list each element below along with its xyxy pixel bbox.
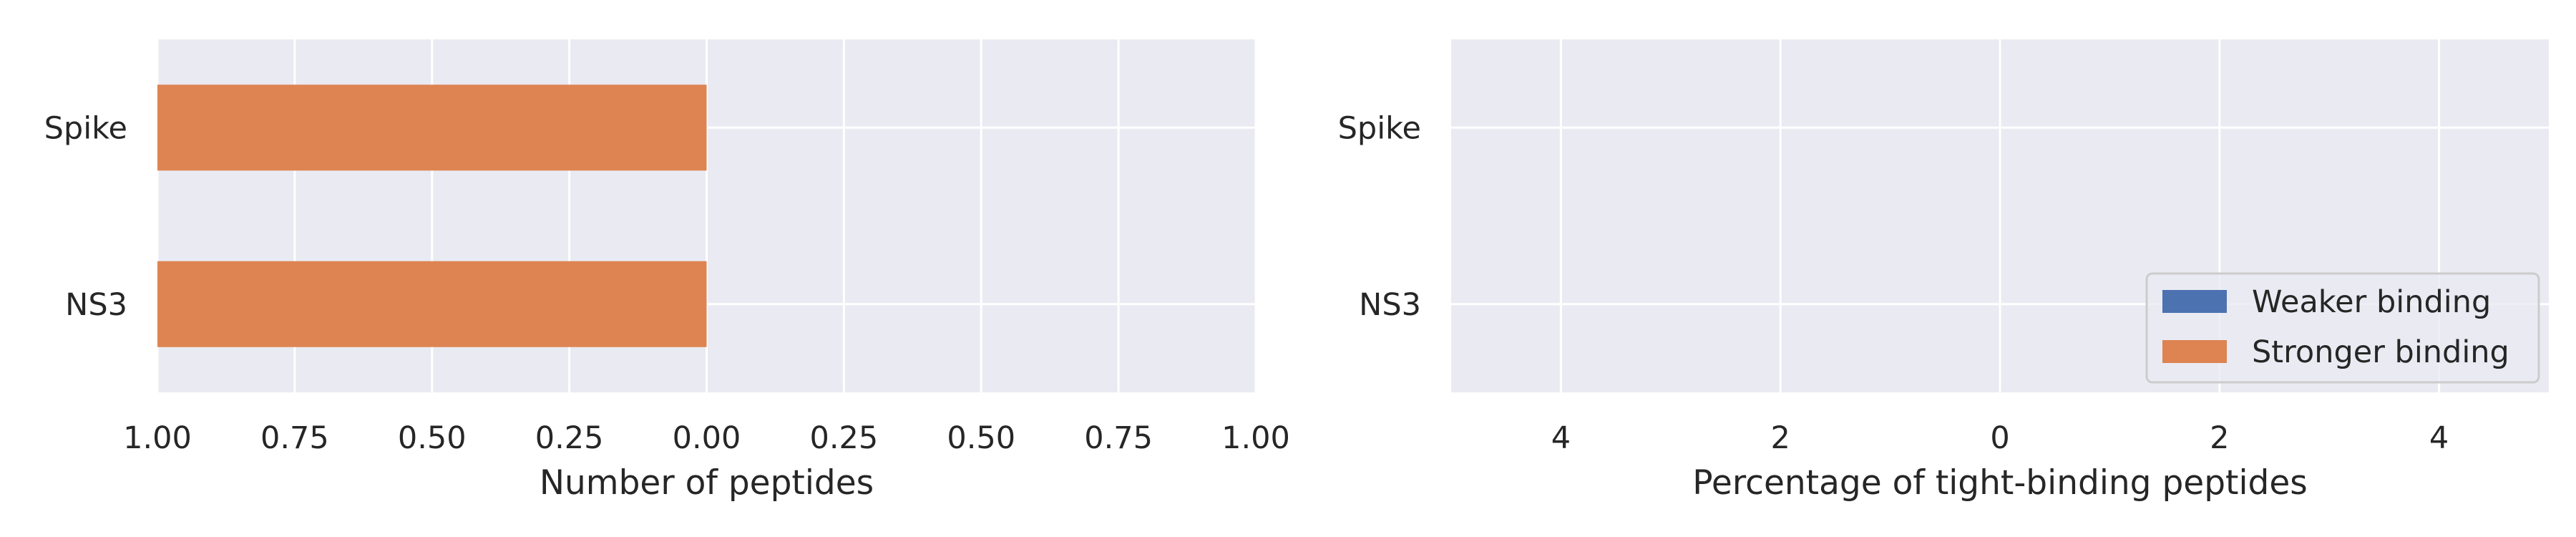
legend-box: [2145, 272, 2540, 384]
right-category-label: Spike: [1338, 110, 1421, 146]
right-x-tick-label: 2: [1771, 420, 1790, 456]
legend-label-stronger: Stronger binding: [2252, 334, 2509, 370]
right-chart-panel: Spike NS3 4 2 0 2 4 Percentage of tight-binding…: [1338, 39, 2549, 503]
left-category-label: NS3: [65, 287, 127, 323]
right-x-tick-label: 4: [1551, 420, 1571, 456]
right-x-tick-label: 0: [1990, 420, 2009, 456]
right-x-tick-label: 2: [2210, 420, 2229, 456]
right-x-axis-label: Percentage of tight-binding peptides: [1692, 463, 2308, 503]
left-bar-stronger-spike: [157, 84, 707, 171]
right-category-label: NS3: [1359, 287, 1421, 323]
left-category-label: Spike: [44, 110, 127, 146]
left-chart-panel: Spike NS3 1.00 0.75 0.50 0.25 0.00 0.25 0.50 0.75…: [44, 39, 1290, 503]
left-x-tick-label: 0.75: [260, 420, 329, 456]
left-x-tick-label: 0.25: [535, 420, 604, 456]
left-x-tick-label: 1.00: [123, 420, 192, 456]
left-x-tick-label: 0.50: [398, 420, 467, 456]
left-x-tick-label: 0.00: [673, 420, 741, 456]
legend-label-weaker: Weaker binding: [2252, 284, 2491, 320]
left-x-tick-label: 0.50: [947, 420, 1015, 456]
right-x-tick-label: 4: [2429, 420, 2449, 456]
left-x-tick-label: 0.25: [810, 420, 879, 456]
left-x-tick-label: 0.75: [1084, 420, 1153, 456]
legend-swatch-weaker: [2162, 290, 2227, 313]
legend: Weaker binding Stronger binding: [2145, 272, 2540, 384]
left-bar-stronger-ns3: [157, 261, 707, 347]
legend-swatch-stronger: [2162, 340, 2227, 363]
left-x-axis-label: Number of peptides: [540, 463, 874, 503]
left-x-tick-label: 1.00: [1221, 420, 1290, 456]
